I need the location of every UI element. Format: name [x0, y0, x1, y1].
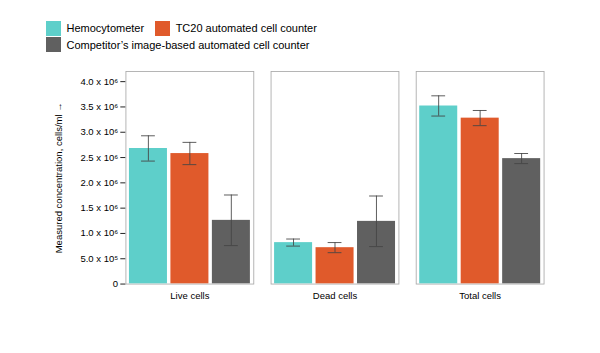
svg-text:Measured concentration, cells/: Measured concentration, cells/ml →	[53, 102, 64, 253]
svg-text:Dead cells: Dead cells	[313, 289, 358, 300]
html-text:TC20 automated cell counter: TC20 automated cell counter	[175, 22, 317, 35]
html-text:Hemocytometer: Hemocytometer	[66, 22, 145, 35]
svg-text:Total cells: Total cells	[459, 289, 501, 300]
svg-text:1.0 x 10⁶: 1.0 x 10⁶	[80, 227, 118, 238]
html-text:Competitor’s image-based autom: Competitor’s image-based automated cell …	[66, 38, 310, 51]
svg-text:1.5 x 10⁶: 1.5 x 10⁶	[80, 202, 118, 213]
svg-text:4.0 x 10⁶: 4.0 x 10⁶	[80, 75, 118, 86]
svg-text:Live cells: Live cells	[170, 289, 209, 300]
svg-text:2.5 x 10⁶: 2.5 x 10⁶	[80, 151, 118, 162]
svg-text:3.5 x 10⁶: 3.5 x 10⁶	[80, 100, 118, 111]
svg-text:3.0 x 10⁶: 3.0 x 10⁶	[80, 126, 118, 137]
svg-text:2.0 x 10⁶: 2.0 x 10⁶	[80, 176, 118, 187]
svg-text:0: 0	[113, 278, 118, 289]
svg-text:5.0 x 10⁵: 5.0 x 10⁵	[80, 252, 118, 263]
